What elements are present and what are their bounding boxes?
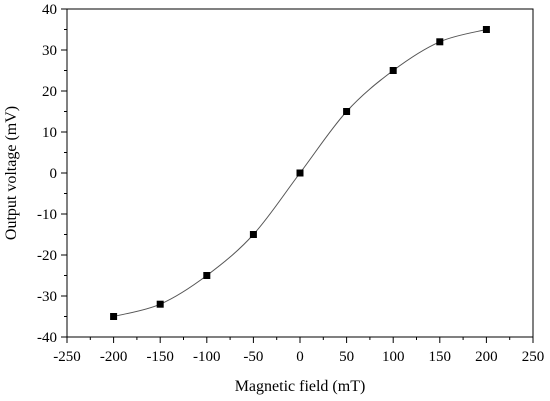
x-tick-label: 150 [429, 349, 452, 365]
y-axis-title: Output voltage (mV) [3, 106, 20, 240]
y-tick-label: -40 [37, 330, 57, 346]
x-axis-title: Magnetic field (mT) [235, 378, 366, 395]
data-point-square [110, 313, 118, 320]
data-point-square [436, 38, 444, 46]
x-tick-label: -250 [53, 349, 81, 365]
data-point-square [343, 108, 351, 115]
data-point-square [249, 231, 257, 238]
x-tick-label: 50 [339, 349, 354, 365]
y-tick-label: -30 [37, 289, 57, 305]
y-tick-label: 30 [42, 43, 57, 59]
x-tick-label: -100 [193, 349, 221, 365]
y-tick-label: 10 [42, 125, 57, 141]
x-tick-label: 0 [296, 349, 304, 365]
x-tick-label: 100 [382, 349, 405, 365]
x-tick-label: -150 [146, 349, 174, 365]
y-tick-label: 0 [50, 166, 58, 182]
data-points [110, 26, 490, 320]
y-tick-label: -20 [37, 248, 57, 264]
x-tick-label: -200 [100, 349, 128, 365]
data-point-square [156, 300, 164, 308]
x-tick-label: 200 [475, 349, 498, 365]
x-tick-label: -50 [243, 349, 263, 365]
y-tick-label: -10 [37, 207, 57, 223]
y-tick-label: 20 [42, 84, 57, 100]
y-tick-label: 40 [42, 2, 57, 18]
axes [61, 8, 534, 343]
data-point-square [482, 26, 490, 33]
data-point-square [389, 67, 397, 74]
x-tick-label: 250 [522, 349, 545, 365]
data-point-square [296, 169, 304, 177]
data-point-square [203, 272, 211, 279]
